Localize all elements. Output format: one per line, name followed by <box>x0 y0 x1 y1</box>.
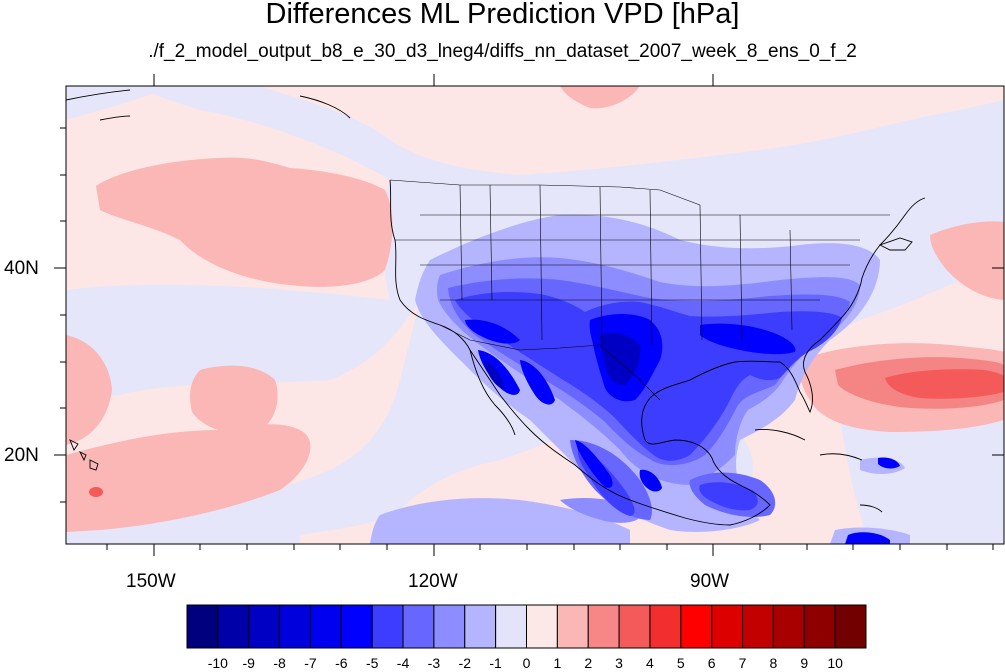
colorbar-label: 10 <box>827 655 843 671</box>
colorbar-box <box>649 604 682 649</box>
colorbar-box <box>248 604 281 649</box>
colorbar-box <box>772 604 805 649</box>
colorbar-box <box>742 604 774 649</box>
colorbar-label: -5 <box>365 655 379 671</box>
positive-4-5-regions <box>885 369 1004 399</box>
lon-label-90w: 90W <box>690 571 730 592</box>
colorbar-label: 9 <box>800 655 809 671</box>
colorbar-label: -3 <box>427 655 441 671</box>
colorbar-box <box>680 604 713 649</box>
colorbar-box <box>464 604 497 649</box>
colorbar-label: -6 <box>335 655 348 671</box>
lon-label-120w: 120W <box>408 571 458 592</box>
colorbar-label: 7 <box>738 655 747 671</box>
colorbar-box <box>618 604 651 649</box>
colorbar-box <box>340 604 373 649</box>
colorbar-box <box>834 604 867 649</box>
colorbar-box <box>371 604 404 649</box>
colorbar-box <box>711 604 744 649</box>
colorbar-label: 0 <box>522 655 531 671</box>
coastline <box>66 89 926 526</box>
colorbar-box <box>309 604 342 649</box>
colorbar-box <box>186 604 219 649</box>
colorbar-label: 2 <box>584 655 593 671</box>
map-title: Differences ML Prediction VPD [hPa] <box>265 0 740 30</box>
positive-spot <box>89 487 103 497</box>
colorbar-box <box>587 604 620 649</box>
map-subtitle: ./f_2_model_output_b8_e_30_d3_lneg4/diff… <box>148 41 857 62</box>
colorbar-box <box>803 604 836 649</box>
colorbar-label: 4 <box>646 655 654 671</box>
colorbar-label: -9 <box>242 655 255 671</box>
colorbar-box <box>495 604 527 649</box>
map-plot-area <box>66 86 1004 544</box>
lat-label-20n: 20N <box>4 445 39 466</box>
colorbar-label: -2 <box>458 655 471 671</box>
colorbar-label: 1 <box>553 655 562 671</box>
lat-label-40n: 40N <box>4 258 39 279</box>
colorbar-label: 6 <box>707 655 716 671</box>
negative-6-8-regions <box>484 332 641 389</box>
colorbar-label: -7 <box>304 655 317 671</box>
colorbar <box>186 604 867 649</box>
colorbar-box <box>217 604 250 649</box>
colorbar-box <box>556 604 589 649</box>
colorbar-box <box>526 604 558 649</box>
longitude-ticks <box>106 74 994 556</box>
lon-label-150w: 150W <box>126 571 176 592</box>
colorbar-label: -8 <box>273 655 286 671</box>
colorbar-label: -4 <box>396 655 410 671</box>
colorbar-label: 8 <box>769 655 778 671</box>
colorbar-box <box>433 604 466 649</box>
colorbar-box <box>402 604 435 649</box>
political-borders <box>389 179 890 401</box>
latitude-ticks <box>54 127 1004 503</box>
colorbar-label: -1 <box>489 655 502 671</box>
colorbar-label: 3 <box>615 655 623 671</box>
colorbar-label: -10 <box>207 655 228 671</box>
colorbar-label: 5 <box>676 655 685 671</box>
colorbar-box <box>279 604 311 649</box>
